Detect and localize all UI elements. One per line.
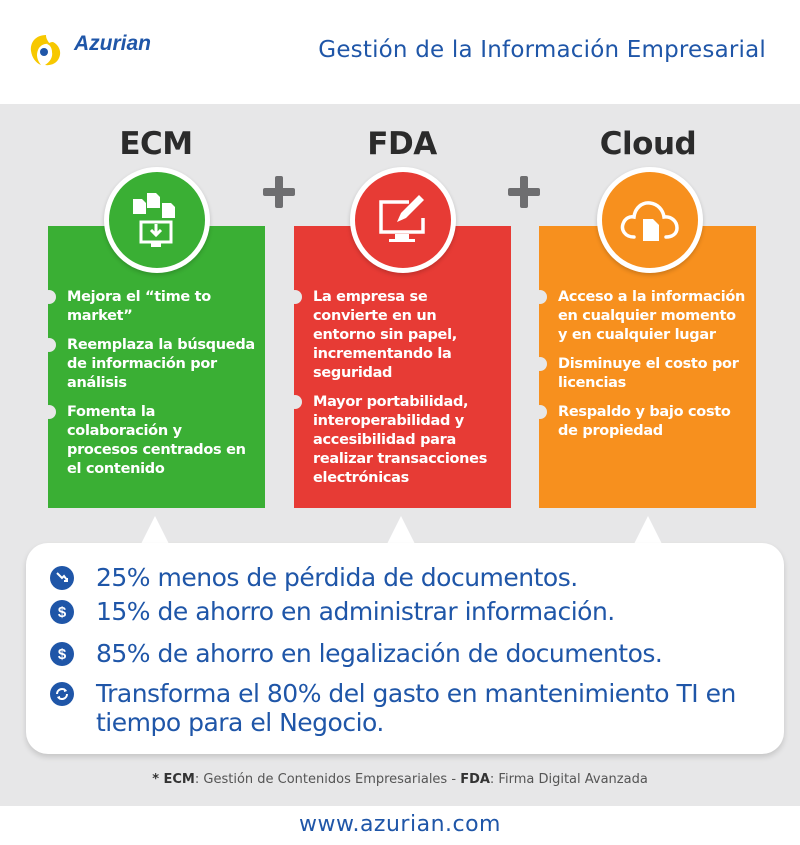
list-item: Disminuye el costo por licencias — [533, 355, 756, 393]
page-title: Gestión de la Información Empresarial — [318, 37, 766, 63]
stat-item: Transforma el 80% del gasto en mantenimi… — [50, 679, 770, 737]
stat-text: Transforma el 80% del gasto en mantenimi… — [96, 679, 736, 737]
monitor-signature-icon — [379, 195, 425, 242]
benefits-bubble — [26, 543, 784, 754]
stat-item: 25% menos de pérdida de documentos. — [50, 563, 578, 592]
ecm-circle — [104, 167, 210, 273]
bullet-dot — [42, 290, 56, 304]
ecm-list: Mejora el “time to market” Reemplaza la … — [42, 288, 265, 489]
list-item: Mejora el “time to market” — [42, 288, 265, 326]
documents-download-icon — [133, 193, 175, 247]
azurian-logo-icon — [30, 35, 61, 66]
bubble-pointer — [141, 516, 169, 544]
stat-text: 85% de ahorro en legalización de documen… — [96, 639, 663, 668]
fda-title: FDA — [367, 126, 437, 162]
plus-icon — [508, 176, 540, 208]
cloud-title: Cloud — [599, 126, 697, 162]
list-item-text: La empresa se convierte en un entorno si… — [313, 289, 457, 381]
list-item-text: Acceso a la información en cualquier mom… — [558, 289, 746, 343]
dollar-icon: $ — [50, 642, 74, 666]
cloud-document-icon — [620, 201, 679, 241]
footnote-prefix: * — [152, 772, 164, 787]
cloud-list: Acceso a la información en cualquier mom… — [533, 288, 756, 451]
stat-item: $ 15% de ahorro en administrar informaci… — [50, 597, 615, 626]
list-item: Fomenta la colaboración y procesos centr… — [42, 403, 265, 479]
fda-list: La empresa se convierte en un entorno si… — [288, 288, 511, 498]
footnote-ecm-abbr: ECM — [163, 772, 195, 787]
cloud-card: Acceso a la información en cualquier mom… — [533, 226, 756, 508]
footnote-fda-abbr: FDA — [460, 772, 490, 787]
header: Azurian Gestión de la Información Empres… — [0, 0, 800, 104]
logo-text: Azurian — [74, 32, 152, 55]
footnote-separator: - — [447, 772, 461, 787]
footnote: * ECM: Gestión de Contenidos Empresarial… — [0, 772, 800, 787]
plus-icon — [263, 176, 295, 208]
stat-text: 25% menos de pérdida de documentos. — [96, 563, 578, 592]
bullet-dot — [288, 290, 302, 304]
dollar-icon: $ — [50, 600, 74, 624]
list-item: Reemplaza la búsqueda de información por… — [42, 336, 265, 393]
bullet-dot — [533, 290, 547, 304]
bullet-dot — [533, 357, 547, 371]
bullet-dot — [42, 338, 56, 352]
ecm-card: Mejora el “time to market” Reemplaza la … — [42, 226, 265, 508]
bullet-dot — [288, 395, 302, 409]
fda-circle — [350, 167, 456, 273]
stat-text: 15% de ahorro en administrar información… — [96, 597, 615, 626]
bullet-dot — [533, 405, 547, 419]
ecm-title: ECM — [119, 126, 193, 162]
website-link[interactable]: www.azurian.com — [299, 812, 501, 837]
list-item: La empresa se convierte en un entorno si… — [288, 288, 511, 383]
trend-down-icon — [50, 566, 74, 590]
bullet-dot — [42, 405, 56, 419]
list-item: Respaldo y bajo costo de propiedad — [533, 403, 756, 441]
bubble-pointer — [634, 516, 662, 544]
list-item-text: Fomenta la colaboración y procesos centr… — [67, 404, 246, 477]
bubble-pointer — [387, 516, 415, 544]
list-item-text: Mejora el “time to market” — [67, 289, 211, 324]
footnote-ecm-def: : Gestión de Contenidos Empresariales — [194, 772, 448, 787]
fda-card: La empresa se convierte en un entorno si… — [288, 226, 511, 508]
list-item-text: Reemplaza la búsqueda de información por… — [67, 337, 255, 391]
footnote-fda-def: : Firma Digital Avanzada — [489, 772, 648, 787]
list-item-text: Respaldo y bajo costo de propiedad — [558, 404, 731, 439]
list-item-text: Mayor portabilidad, interoperabilidad y … — [313, 394, 488, 486]
list-item-text: Disminuye el costo por licencias — [558, 356, 739, 391]
azurian-logo[interactable]: Azurian — [26, 30, 176, 74]
stat-item: $ 85% de ahorro en legalización de docum… — [50, 639, 663, 668]
list-item: Acceso a la información en cualquier mom… — [533, 288, 756, 345]
list-item: Mayor portabilidad, interoperabilidad y … — [288, 393, 511, 488]
cloud-circle — [597, 167, 703, 273]
refresh-icon — [50, 682, 74, 706]
